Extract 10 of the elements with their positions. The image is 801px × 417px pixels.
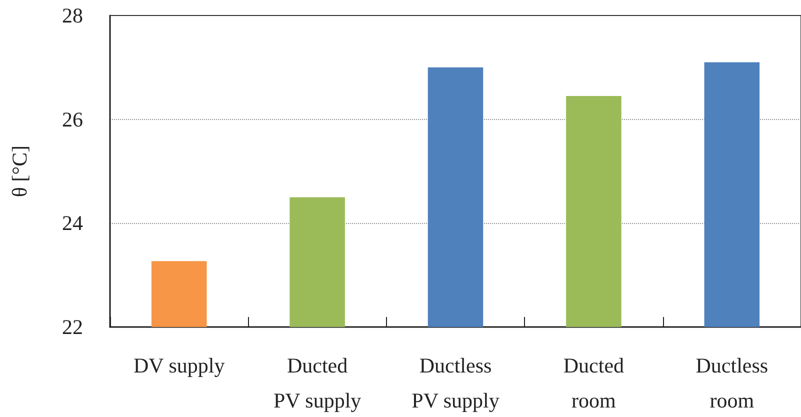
- y-tick-label: 26: [62, 107, 83, 132]
- x-tick-label: Ducted room: [563, 354, 625, 412]
- y-tick-label: 22: [62, 315, 83, 339]
- y-tick-label: 28: [62, 4, 83, 28]
- y-axis-title: θ [°C]: [8, 145, 32, 198]
- x-tick-label: Ducted PV supply: [273, 354, 362, 412]
- x-tick-label: Ductless room: [696, 354, 768, 412]
- x-tick-label: Ductless PV supply: [412, 354, 500, 412]
- y-tick-label: 24: [62, 211, 84, 236]
- x-tick-label: DV supply: [133, 354, 226, 378]
